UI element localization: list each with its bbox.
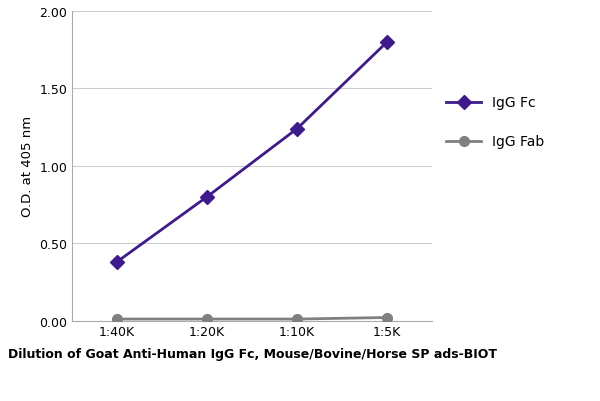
- IgG Fc: [113, 260, 121, 265]
- IgG Fc: [293, 127, 301, 132]
- IgG Fc: [383, 41, 391, 45]
- X-axis label: Dilution of Goat Anti-Human IgG Fc, Mouse/Bovine/Horse SP ads-BIOT: Dilution of Goat Anti-Human IgG Fc, Mous…: [7, 347, 497, 360]
- Legend: IgG Fc, IgG Fab: IgG Fc, IgG Fab: [446, 96, 544, 149]
- IgG Fab: [203, 317, 211, 322]
- IgG Fab: [113, 317, 121, 322]
- IgG Fab: [293, 317, 301, 322]
- Line: IgG Fab: IgG Fab: [112, 313, 392, 324]
- Line: IgG Fc: IgG Fc: [112, 38, 392, 267]
- IgG Fc: [203, 195, 211, 200]
- Y-axis label: O.D. at 405 nm: O.D. at 405 nm: [20, 116, 34, 217]
- IgG Fab: [383, 315, 391, 320]
